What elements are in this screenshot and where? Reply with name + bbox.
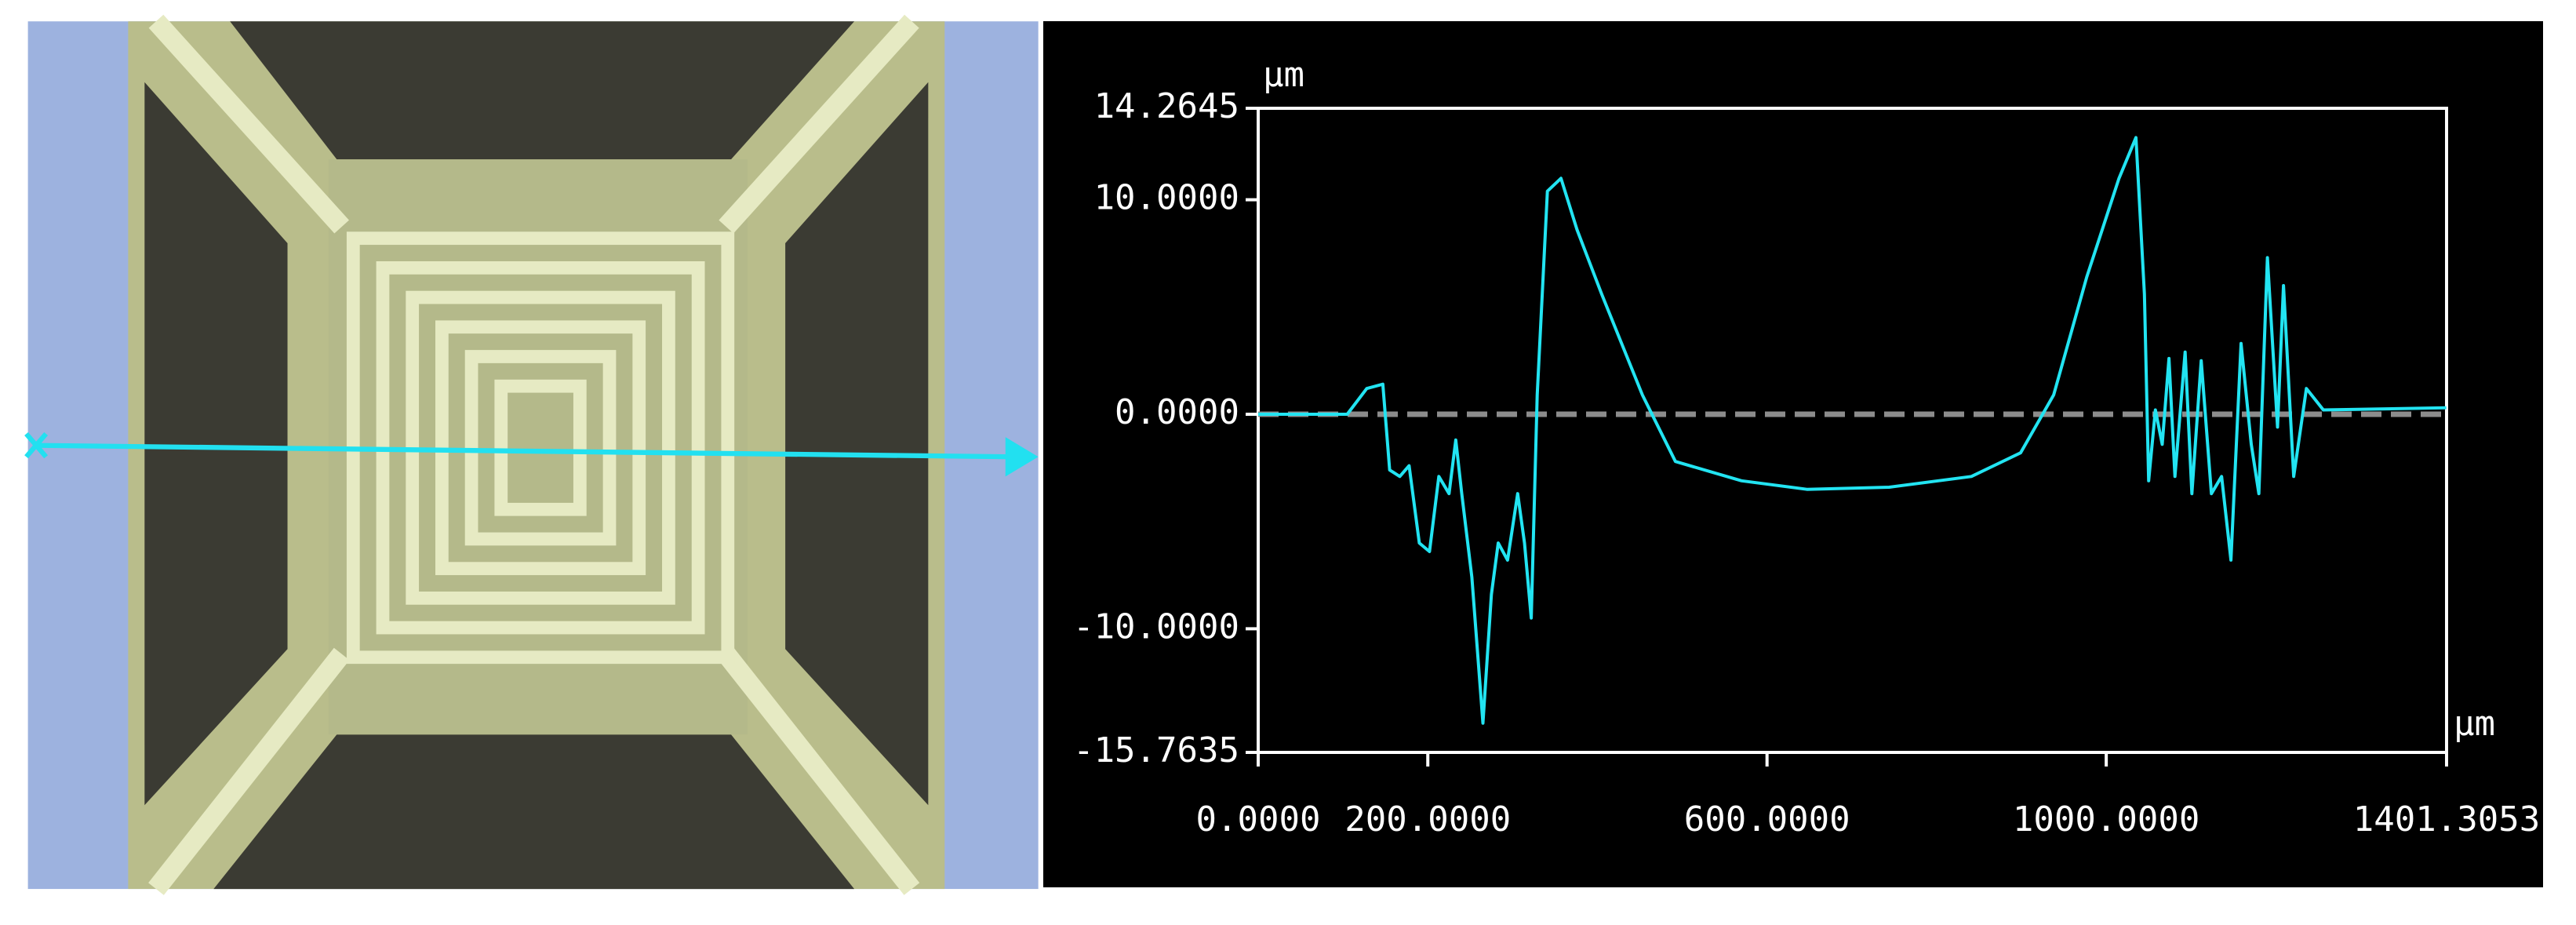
y-tick-label: 0.0000: [1115, 392, 1239, 432]
y-tick-label: 10.0000: [1094, 178, 1239, 218]
cavity: [785, 82, 929, 806]
micrograph: [24, 14, 1039, 895]
profile-panel: [1043, 21, 2543, 887]
y-tick-label: -15.7635: [1073, 730, 1239, 770]
membrane: [328, 159, 748, 735]
x-unit: µm: [2454, 704, 2495, 744]
cavity: [213, 734, 855, 890]
y-unit: µm: [1263, 55, 1304, 95]
y-tick-label: -10.0000: [1073, 606, 1239, 646]
cavity: [144, 82, 288, 806]
plot-frame: [1257, 107, 2448, 754]
support-arms: [148, 14, 920, 895]
x-tick-label: 1401.3053: [2353, 799, 2540, 839]
scan-line: [32, 442, 1011, 460]
x-tick-label: 0.0000: [1196, 799, 1321, 839]
y-tick-label: 14.2645: [1094, 86, 1239, 126]
scan-arrow: [1005, 437, 1039, 477]
x-tick-label: 200.0000: [1344, 799, 1511, 839]
scan-start: [24, 432, 49, 459]
x-tick-label: 1000.0000: [2013, 799, 2199, 839]
profile-line: [1258, 136, 2447, 725]
cavity: [230, 21, 855, 160]
x-tick-label: 600.0000: [1684, 799, 1850, 839]
